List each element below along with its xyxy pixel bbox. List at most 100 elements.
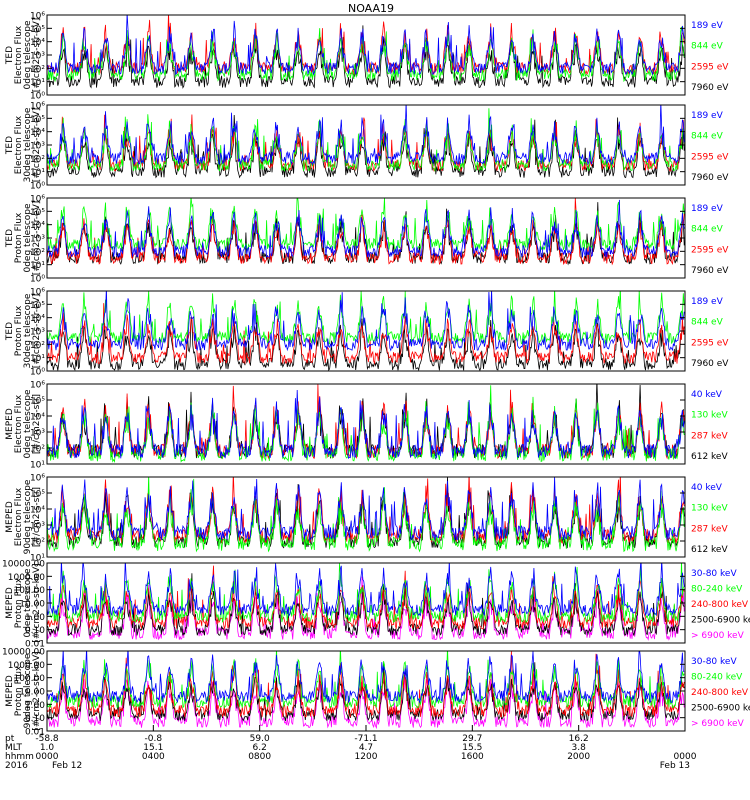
- y-axis-label: MEPED: [5, 587, 15, 619]
- legend-entry: 287 keV: [691, 524, 728, 534]
- x-tick-label: 1.0: [40, 743, 55, 753]
- series-trace-189-ev: [47, 291, 685, 352]
- y-tick-label: 10⁴: [30, 314, 45, 324]
- y-tick-label: 10⁶: [30, 474, 45, 484]
- y-tick-label: 0.01: [25, 728, 45, 738]
- y-axis-label: Proton Flux: [14, 577, 24, 628]
- panel-7-traces: [47, 563, 685, 641]
- y-axis-label: Electron Flux: [14, 25, 24, 84]
- y-tick-label: 10⁶: [30, 102, 45, 112]
- panel-4: 10⁰ 10¹ 10² 10³ 10⁴ 10⁵ 10⁶ TED Proton Flux 30deg…: [5, 288, 729, 378]
- x-tick-label: 16.2: [569, 734, 589, 744]
- series-trace-40-kev: [47, 477, 685, 542]
- series-trace-130-kev: [47, 477, 685, 553]
- legend-entry: 130 keV: [691, 411, 728, 421]
- y-axis-label: Electron Flux: [14, 487, 24, 546]
- y-tick-label: 10³: [30, 429, 45, 439]
- x-tick-label: Feb 13: [660, 761, 690, 771]
- y-axis-label: [#/cm2-s-str-eV]: [32, 201, 42, 276]
- y-axis-label: TED: [5, 322, 15, 341]
- x-tick-label: 15.1: [143, 743, 163, 753]
- y-tick-label: 10¹: [30, 554, 45, 564]
- y-tick-label: 10²: [30, 445, 45, 455]
- panel-1: 10⁰ 10¹ 10² 10³ 10⁴ 10⁵ 10⁶ TED Electron Flux 0de…: [5, 12, 729, 102]
- panel-frame: [46, 383, 686, 465]
- x-tick-label: 0000: [674, 752, 697, 762]
- series-trace-844-ev: [47, 198, 685, 252]
- x-tick-label: 6.2: [253, 743, 267, 753]
- y-axis-label: TED: [5, 136, 15, 155]
- y-tick-label: 10⁴: [30, 128, 45, 138]
- panel-5: 10¹ 10² 10³ 10⁴ 10⁵ 10⁶ MEPED Electron Flux 0deg…: [5, 381, 728, 471]
- y-tick-label: 10⁴: [30, 221, 45, 231]
- y-tick-label: 10⁴: [30, 506, 45, 516]
- x-axis-row-name: hhmm: [5, 752, 34, 762]
- legend-entry: 40 keV: [691, 483, 723, 493]
- panel-8: 0.01 0.10 1.00 10.00 100.00 1000.00 10000.00 ME…: [2, 648, 750, 738]
- panel-6-traces: [47, 477, 685, 553]
- y-tick-label: 10¹: [30, 354, 45, 364]
- legend-entry: 240-800 keV: [691, 688, 749, 698]
- series-trace-240-800-kev: [47, 651, 685, 718]
- legend-entry: 7960 eV: [691, 83, 729, 93]
- x-tick-label: 3.8: [572, 743, 587, 753]
- y-axis-label: 0deg telescope: [23, 203, 33, 273]
- series-trace-2500-6900-kev: [47, 662, 685, 723]
- y-axis-label: 90deg telescope: [23, 653, 33, 728]
- x-tick-label: 0000: [36, 752, 59, 762]
- y-axis-label: Proton Flux: [14, 212, 24, 263]
- series-trace-2595-ev: [47, 303, 685, 365]
- y-axis-label: [#/cm2-s-str-eV]: [32, 18, 42, 93]
- series-trace--6900-kev: [47, 667, 685, 730]
- legend-entry: 189 eV: [691, 204, 724, 214]
- y-tick-label: 10⁰: [30, 275, 45, 285]
- y-axis-label: 30deg telescope: [23, 293, 33, 368]
- x-tick-label: 0400: [142, 752, 165, 762]
- y-tick-label: 10²: [30, 248, 45, 258]
- series-trace-80-240-kev: [47, 563, 685, 624]
- series-trace-844-ev: [47, 291, 685, 345]
- legend-entry: 7960 eV: [691, 266, 729, 276]
- y-tick-label: 10³: [30, 52, 45, 62]
- x-tick-label: 4.7: [359, 743, 373, 753]
- panel-frame: [46, 476, 686, 558]
- y-tick-label: 10.00: [19, 688, 45, 698]
- y-tick-label: 10⁵: [30, 25, 45, 35]
- y-tick-label: 10000.00: [2, 560, 45, 570]
- y-tick-label: 10⁰: [30, 368, 45, 378]
- y-axis-label: [#/cm2-s-str-eV]: [32, 108, 42, 183]
- x-tick-label: 59.0: [250, 734, 270, 744]
- series-trace-7960-ev: [47, 114, 685, 179]
- x-tick-label: 0800: [248, 752, 271, 762]
- y-tick-label: 10⁰: [30, 92, 45, 102]
- series-trace-80-240-kev: [47, 651, 685, 709]
- y-axis-label: MEPED: [5, 408, 15, 440]
- series-trace--6900-kev: [47, 576, 685, 641]
- y-tick-label: 10³: [30, 235, 45, 245]
- x-tick-label: -71.1: [354, 734, 377, 744]
- y-tick-label: 10⁵: [30, 490, 45, 500]
- y-tick-label: 100.00: [14, 586, 46, 596]
- panels: 10⁰ 10¹ 10² 10³ 10⁴ 10⁵ 10⁶ TED Electron Flux 0de…: [2, 12, 750, 738]
- x-axis-row-name: pt: [5, 734, 15, 744]
- x-axis-row-name: MLT: [5, 743, 23, 753]
- legend-entry: 844 eV: [691, 42, 724, 52]
- legend-entry: 2595 eV: [691, 338, 729, 348]
- y-tick-label: 10000.00: [2, 648, 45, 658]
- legend-entry: 7960 eV: [691, 359, 729, 369]
- y-axis-label: [#/cm2-s-str]: [32, 487, 42, 547]
- panel-6: 10¹ 10² 10³ 10⁴ 10⁵ 10⁶ MEPED Electron Flux 90de…: [5, 474, 728, 564]
- legend-entry: 30-80 keV: [691, 569, 737, 579]
- legend-entry: 189 eV: [691, 111, 724, 121]
- panel-8-traces: [47, 651, 685, 730]
- y-axis-label: [#/cm2-s-str-keV]: [32, 563, 42, 642]
- y-tick-label: 100.00: [14, 674, 46, 684]
- legend-entry: 287 keV: [691, 431, 728, 441]
- series-trace-189-ev: [47, 105, 685, 166]
- y-tick-label: 10¹: [30, 461, 45, 471]
- panel-5-traces: [47, 384, 685, 464]
- x-tick-label: 15.5: [462, 743, 482, 753]
- legend-entry: 40 keV: [691, 390, 723, 400]
- series-trace-7960-ev: [47, 25, 685, 89]
